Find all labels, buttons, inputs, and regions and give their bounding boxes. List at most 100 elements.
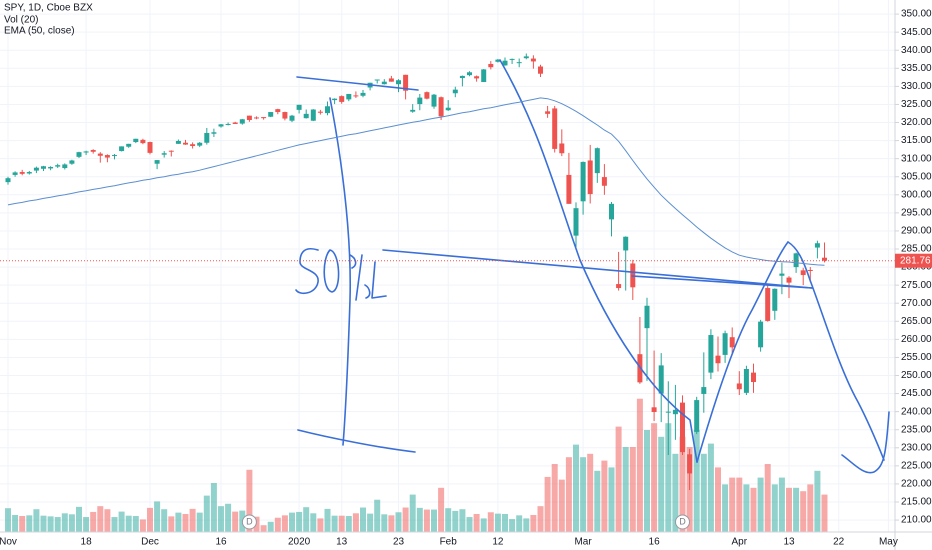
candle-body [353,95,359,97]
volume-bar [729,477,736,532]
event-marker [241,514,257,530]
volume-bar [168,516,175,532]
volume-bar [104,509,111,532]
x-tick-label: Nov [0,537,17,548]
volume-bar [40,515,47,532]
candle-body [268,112,274,117]
candle-body [793,253,799,268]
candle-body [609,203,614,220]
event-label: D [246,516,253,526]
volume-bar [196,512,203,532]
x-tick-label: 13 [783,537,795,548]
volume-bar [338,515,345,532]
volume-bar [757,477,764,532]
trend-line [296,76,419,91]
y-tick-label: 285.00 [901,244,932,255]
freehand [349,254,371,301]
candle-body [289,115,295,121]
candle-body [623,236,629,251]
candle-body [665,411,671,413]
volume-bar [502,513,508,532]
candle-body [580,161,586,202]
volume-bar [161,509,168,532]
x-tick-label: 2020 [288,537,311,548]
candle-body [410,109,416,112]
candle-body [90,149,96,152]
candle-body [175,140,181,144]
x-tick-label: May [879,537,898,548]
candle-body [594,148,600,174]
volume-bar [147,507,153,532]
candle-body [275,109,281,113]
freehand [323,249,340,293]
volume-bar [530,515,537,532]
candle-body [303,113,309,119]
candle-body [225,123,231,125]
volume-bar [537,506,544,532]
x-tick-label: Apr [732,537,748,548]
candle-body [516,62,522,64]
candle-body [190,144,196,147]
volume-bar [473,513,480,532]
volume-bar [487,512,494,532]
candle-body [481,69,487,83]
candle-body [523,56,529,59]
candle-body [282,112,288,119]
candle-body [76,152,82,157]
candle-body [26,172,32,174]
volume-bar [210,483,217,532]
x-tick-label: Feb [440,537,458,548]
volume-bar [352,513,359,532]
x-tick-label: Dec [141,537,159,548]
candle-body [488,63,494,68]
volume-bar [303,507,310,532]
indicator-label: EMA (50, close) [4,26,75,37]
volume-bar [47,516,54,532]
candle-body [467,72,472,76]
x-tick-label: 23 [393,537,405,548]
candle-body [445,107,451,111]
volume-bar [679,436,686,532]
volume-bar [786,487,792,532]
candle-body [211,132,217,134]
volume-bar [793,487,800,532]
y-tick-label: 315.00 [901,135,932,146]
candle-body [424,92,430,99]
y-tick-label: 240.00 [901,406,932,417]
y-tick-label: 330.00 [901,81,932,92]
y-tick-label: 295.00 [901,208,932,219]
y-tick-label: 345.00 [901,27,932,38]
candle-body [317,111,323,113]
volume-bar [182,513,189,532]
trend-line [631,275,813,289]
candle-body [83,151,89,153]
volume-bar [445,508,452,532]
candles [5,53,827,491]
volume-bar [154,501,161,532]
candle-body [701,387,707,394]
x-tick-label: Mar [574,537,592,548]
volume-bar [800,491,807,532]
candle-body [154,160,160,164]
volume-bar [33,509,40,532]
volume-bar [83,517,90,532]
y-tick-label: 265.00 [901,316,932,327]
candle-body [715,355,721,364]
candle-body [687,454,693,474]
candle-body [530,58,536,62]
volume-bar [111,517,118,532]
candle-body [232,122,238,124]
volume-bar [558,479,565,532]
volume-bar [750,487,757,532]
volume-bar [331,515,338,532]
y-tick-label: 235.00 [901,424,932,435]
candle-body [332,98,338,101]
y-tick-label: 275.00 [901,280,932,291]
volume-bar [395,512,402,532]
candle-body [438,97,444,117]
volume-bar [771,484,778,532]
candle-body [765,288,771,321]
trend-line [382,249,813,289]
volume-bar [778,477,785,532]
